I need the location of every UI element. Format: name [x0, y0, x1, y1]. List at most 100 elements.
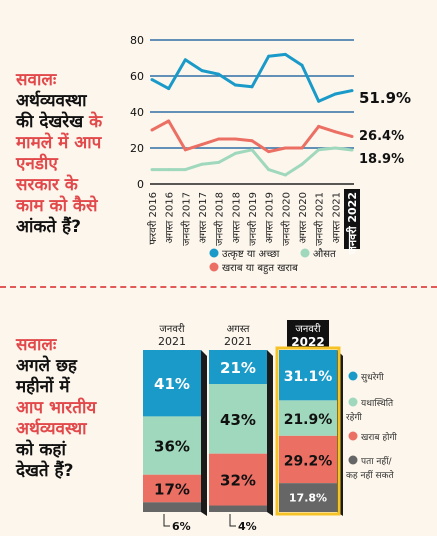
- legend-bad-swatch: [209, 262, 219, 272]
- question-line: एनडीए: [16, 154, 58, 174]
- data-point-bad: [150, 128, 154, 132]
- legend-swatch-average: [348, 397, 358, 407]
- top-question: सवालः अर्थव्यवस्था की देखरेख के मामले मे…: [16, 70, 102, 238]
- legend-bad-label: खराब या बहुत खराब: [222, 263, 298, 275]
- data-point-good: [333, 92, 337, 96]
- top-panel: सवालः अर्थव्यवस्था की देखरेख के मामले मे…: [16, 34, 411, 275]
- legend-label-good: सुधरेगी: [361, 371, 384, 383]
- data-point-bad: [167, 119, 171, 123]
- category-highlight-box: [287, 320, 329, 348]
- data-point-bad: [200, 142, 204, 146]
- legend-average-label: औसत: [313, 248, 336, 260]
- highlight-box: [344, 189, 360, 249]
- data-label-bad: 29.2%: [284, 454, 333, 470]
- question-line: देखते हैं?: [16, 461, 74, 481]
- bar-segment-bad: [279, 435, 337, 484]
- data-point-good: [167, 87, 171, 91]
- data-point-good: [233, 83, 237, 87]
- legend-swatch-good: [348, 371, 358, 381]
- category-label-year: 2022: [291, 335, 324, 349]
- category-label-year: 2021: [158, 335, 186, 348]
- data-point-average: [217, 160, 221, 164]
- tick-label-jan-2019: जनवरी 2019: [247, 192, 259, 246]
- data-point-good: [317, 99, 321, 103]
- bar-segment-dontknow: [209, 505, 267, 512]
- data-point-good: [350, 89, 354, 93]
- y-tick-label: 80: [130, 34, 144, 47]
- data-point-average: [150, 168, 154, 172]
- category-label-month: जनवरी: [295, 323, 321, 335]
- data-label-bracket: [163, 514, 170, 527]
- tick-label-jan-2021: जनवरी 2021: [314, 192, 326, 246]
- data-point-good: [250, 85, 254, 89]
- data-point-average: [283, 173, 287, 177]
- question-label: सवालः: [16, 70, 57, 90]
- legend-label-average: यथास्थिति: [361, 397, 394, 409]
- bar-segment-average: [279, 400, 337, 436]
- data-point-average: [350, 148, 354, 152]
- legend-good-label: उत्कृष्ट या अच्छा: [222, 249, 280, 260]
- data-point-bad: [183, 148, 187, 152]
- tick-label-aug-2021: अगस्त 2021: [331, 192, 342, 244]
- end-label-bad: 26.4%: [359, 129, 404, 144]
- question-line: को कहां: [16, 440, 66, 460]
- data-point-average: [233, 151, 237, 155]
- data-point-good: [150, 78, 154, 82]
- data-point-average: [333, 146, 337, 150]
- data-point-average: [200, 162, 204, 166]
- data-point-good: [300, 63, 304, 67]
- highlight-border: [275, 346, 341, 516]
- tick-label-aug-2016: अगस्त 2016: [165, 192, 176, 244]
- question-line: अर्थव्यवस्था: [16, 419, 87, 439]
- series-line-bad: [151, 119, 353, 154]
- data-point-bad: [233, 137, 237, 141]
- bar-segment-good: [279, 350, 337, 401]
- data-label-dontknow: 6%: [172, 520, 191, 533]
- bar-segment-dontknow: [279, 483, 337, 512]
- category-label-month: अगस्त: [227, 324, 250, 335]
- data-label-good: 21%: [220, 359, 256, 377]
- data-label-dontknow: 17.8%: [289, 492, 327, 505]
- bar-segment-dontknow: [143, 502, 201, 512]
- line-chart: 0 20 40 60 80 फरवरी 2016 अगस्त 2016 जनवरी 2017 अ…: [130, 34, 411, 275]
- data-point-bad: [300, 146, 304, 150]
- bar-segment-average: [143, 416, 201, 475]
- data-label-bad: 32%: [220, 472, 256, 490]
- tick-label-feb-2016: फरवरी 2016: [147, 192, 159, 245]
- tick-label-jan-2017: जनवरी 2017: [180, 192, 192, 246]
- tick-label-aug-2018: अगस्त 2018: [231, 192, 242, 244]
- section-divider: [0, 286, 437, 288]
- category-label-year: 2021: [224, 335, 252, 348]
- data-point-bad: [350, 134, 354, 138]
- data-point-good: [283, 52, 287, 56]
- data-point-good: [200, 69, 204, 73]
- category-label-month: जनवरी: [159, 323, 185, 335]
- question-line: महीनों में: [16, 377, 70, 397]
- y-tick-label: 20: [130, 142, 144, 155]
- bar-segment-bad: [209, 453, 267, 506]
- bottom-question: सवालः अगले छह महीनों में आप भारतीय अर्थव…: [16, 335, 96, 482]
- y-tick-label: 0: [137, 178, 144, 191]
- legend-swatch-dontknow: [348, 455, 358, 465]
- legend-good-swatch: [209, 248, 219, 258]
- end-label-average: 18.9%: [359, 152, 404, 167]
- data-point-bad: [317, 124, 321, 128]
- question-line: आप भारतीय: [16, 398, 97, 418]
- bar-segment-good: [209, 350, 267, 385]
- y-tick-label: 60: [130, 70, 144, 83]
- bottom-panel: सवालः अगले छह महीनों में आप भारतीय अर्थव…: [0, 290, 437, 536]
- data-point-good: [217, 72, 221, 76]
- question-label: सवालः: [16, 335, 57, 355]
- y-tick-label: 40: [130, 106, 144, 119]
- legend-label-average-line2: रहेगी: [346, 411, 363, 423]
- series-line-good: [151, 52, 353, 103]
- legend-label-bad: खराब होगी: [361, 431, 398, 443]
- stacked-bar-chart: जनवरी202141%36%17%6%अगस्त202121%43%32%4%…: [143, 320, 398, 533]
- question-line: सरकार के: [16, 175, 78, 195]
- data-label-good: 41%: [154, 375, 190, 393]
- data-point-good: [183, 58, 187, 62]
- question-line: मामले में आप: [16, 133, 102, 153]
- question-line: आंकते हैं?: [16, 217, 81, 237]
- data-point-average: [183, 168, 187, 172]
- data-label-average: 43%: [220, 411, 256, 429]
